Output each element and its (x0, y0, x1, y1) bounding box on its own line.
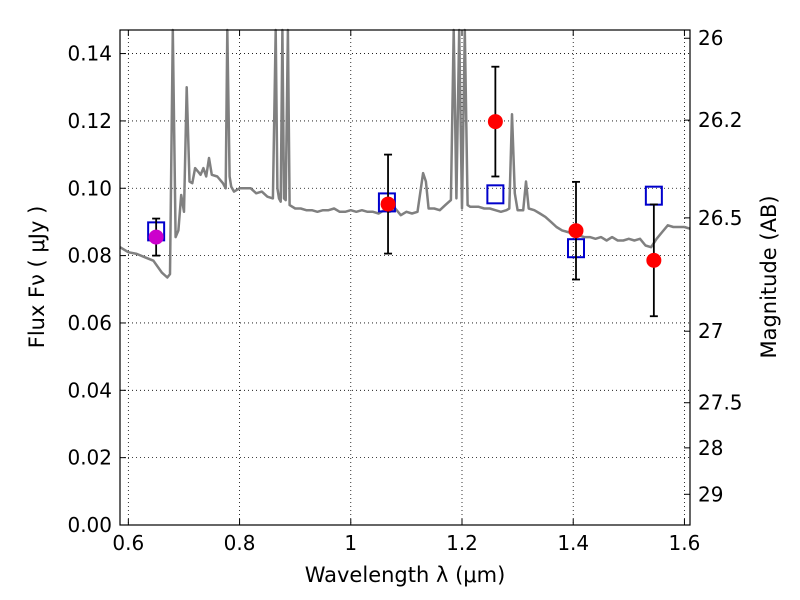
magnitude-tick-label: 27 (698, 319, 723, 343)
x-tick-label: 1.4 (557, 531, 589, 555)
y-tick-label: 0.14 (67, 42, 112, 66)
observed-flux-point (568, 223, 584, 239)
magnitude-tick-label: 29 (698, 482, 723, 506)
plot-frame (119, 29, 691, 526)
magnitude-axis: 26 26.2 26.5 27 27.5 28 29 (684, 26, 743, 506)
model-points (147, 184, 663, 259)
grid-lines (120, 30, 690, 526)
y-tick-label: 0.10 (67, 176, 112, 200)
magnitude-tick-label: 26 (698, 26, 723, 50)
observed-points (148, 114, 662, 268)
y-tick-label: 0.12 (67, 109, 112, 133)
x-axis: 0.6 0.8 1 1.2 1.4 1.6 (112, 30, 700, 555)
x-axis-title: Wavelength λ (μm) (305, 563, 506, 587)
y-tick-label: 0.02 (67, 446, 112, 470)
y-tick-label: 0.04 (67, 378, 112, 402)
model-photometry-square (644, 185, 663, 206)
observed-flux-point (646, 252, 662, 268)
magnitude-tick-label: 26.5 (698, 206, 743, 230)
magnitude-tick-label: 26.2 (698, 108, 743, 132)
x-tick-label: 1.6 (669, 531, 701, 555)
observed-flux-point (380, 196, 396, 212)
y-tick-label: 0.08 (67, 244, 112, 268)
observed-flux-point (487, 114, 503, 130)
y-axis: 0.00 0.02 0.04 0.06 0.08 0.10 0.12 0.14 (67, 42, 126, 537)
y-tick-label: 0.06 (67, 311, 112, 335)
y-axis-title: Flux Fν ( μJy ) (25, 206, 49, 349)
x-tick-label: 0.6 (112, 531, 144, 555)
model-spectrum (119, 28, 691, 279)
observed-flux-point (148, 229, 164, 245)
x-tick-label: 1 (344, 531, 357, 555)
x-tick-label: 1.2 (446, 531, 478, 555)
magnitude-tick-label: 27.5 (698, 391, 743, 415)
magnitude-axis-title: Magnitude (AB) (757, 195, 781, 358)
magnitude-tick-label: 28 (698, 436, 723, 460)
spectrum-line (119, 28, 691, 279)
x-tick-label: 0.8 (224, 531, 256, 555)
model-photometry-square (486, 184, 505, 205)
y-tick-label: 0.00 (67, 513, 112, 537)
